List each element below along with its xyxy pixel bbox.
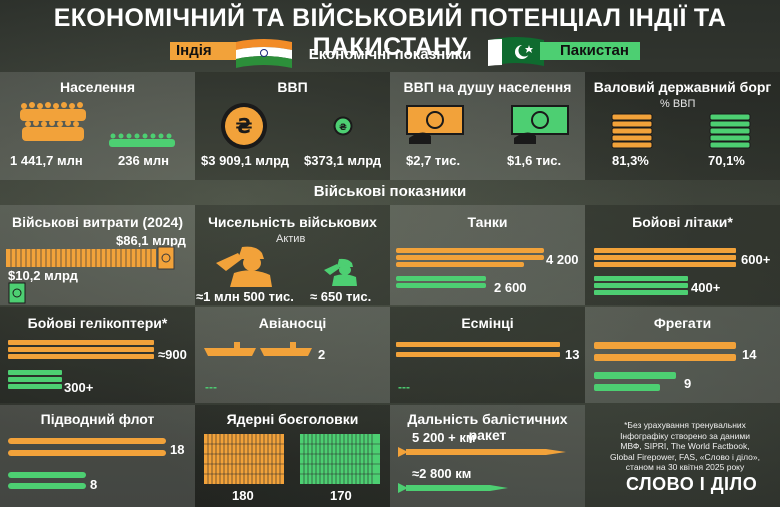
- pakistan-frigates-icon: [594, 372, 676, 391]
- india-carriers-value: 2: [318, 347, 326, 362]
- pakistan-fighters-value: 400+: [691, 280, 721, 295]
- pakistan-gdp-value: $373,1 млрд: [304, 153, 382, 168]
- footnote-line-3: МВФ, SIPRI, The World Factbook,: [620, 441, 750, 451]
- india-money-stack-icon: [6, 246, 175, 270]
- destroyers-label: Есмінці: [461, 315, 514, 331]
- india-helicopters-icon: [8, 340, 154, 359]
- nukes-label: Ядерні боєголовки: [226, 411, 359, 427]
- pakistan-banknote-icon: [511, 105, 569, 144]
- india-helicopters-value: ≈900: [158, 347, 187, 362]
- pakistan-debt-value: 70,1%: [708, 153, 745, 168]
- personnel-panel: [195, 205, 390, 305]
- helicopters-label: Бойові гелікоптери*: [27, 315, 168, 331]
- footnote-line-5: станом на 30 квітня 2025 року: [625, 462, 745, 472]
- pakistan-soldier-icon: [324, 258, 357, 286]
- population-panel: [0, 72, 195, 180]
- india-gdp-value: $3 909,1 млрд: [201, 153, 289, 168]
- pakistan-frigates-value: 9: [684, 376, 692, 391]
- pakistan-submarines-icon: [8, 472, 86, 489]
- india-spending-value: $86,1 млрд: [116, 233, 186, 248]
- pakistan-debt-stack-icon: [709, 113, 751, 149]
- pakistan-fighters-icon: [594, 276, 688, 295]
- submarines-label: Підводний флот: [40, 411, 155, 427]
- logo: СЛОВО І ДІЛО: [626, 474, 758, 494]
- pakistan-tanks-value: 2 600: [494, 280, 527, 295]
- pakistan-helicopters-icon: [8, 370, 62, 389]
- svg-text:₴: ₴: [339, 123, 347, 133]
- gdp-label: ВВП: [277, 79, 308, 95]
- pakistan-tanks-icon: [396, 276, 486, 288]
- personnel-label: Чисельність військових: [208, 214, 377, 230]
- population-label: Населення: [59, 79, 136, 95]
- personnel-sub-label: Актив: [276, 233, 306, 245]
- india-missile-icon: [398, 447, 566, 457]
- india-population-value: 1 441,7 млн: [10, 153, 83, 168]
- pakistan-flag-icon: [488, 37, 544, 66]
- india-frigates-value: 14: [742, 347, 757, 362]
- frigates-label: Фрегати: [653, 315, 712, 331]
- gdp-per-capita-label: ВВП на душу населення: [403, 79, 572, 95]
- india-debt-value: 81,3%: [612, 153, 649, 168]
- pakistan-population-value: 236 млн: [118, 153, 170, 168]
- pakistan-warheads-icon: [300, 434, 380, 484]
- pakistan-header-label: Пакистан: [560, 42, 629, 59]
- india-personnel-value: ≈1 млн 500 тис.: [196, 289, 294, 304]
- missiles-label: Дальність балістичних ракет: [407, 411, 568, 443]
- india-coin-icon: ₴: [221, 103, 267, 149]
- military-section-title: Військові показники: [313, 183, 467, 200]
- footnote: *Без урахування тренувальних Інфографіку…: [600, 420, 770, 473]
- india-submarines-icon: [8, 438, 166, 456]
- india-header-band: [170, 42, 240, 60]
- pakistan-missile-value: ≈2 800 км: [412, 466, 472, 481]
- india-fighters-value: 600+: [741, 252, 771, 267]
- fighters-label: Бойові літаки*: [632, 214, 733, 230]
- pakistan-warheads-value: 170: [330, 488, 352, 503]
- india-frigates-icon: [594, 342, 736, 361]
- svg-text:₴: ₴: [235, 114, 252, 138]
- pakistan-crowd-icon: [109, 133, 175, 147]
- pakistan-spending-value: $10,2 млрд: [8, 268, 78, 283]
- footnote-line-2: Інфографіку створено за даними: [620, 430, 750, 441]
- carriers-label: Авіаносці: [258, 315, 327, 331]
- india-submarines-value: 18: [170, 442, 185, 457]
- india-warheads-value: 180: [232, 488, 254, 503]
- india-destroyers-value: 13: [565, 347, 580, 362]
- india-debt-stack-icon: [611, 113, 653, 149]
- pakistan-destroyers-value: ---: [398, 380, 410, 394]
- india-fighters-icon: [594, 248, 736, 267]
- india-tanks-icon: [396, 248, 544, 267]
- pakistan-money-stack-icon: [8, 282, 26, 304]
- india-header-label: Індія: [176, 42, 212, 59]
- footnote-line-1: *Без урахування тренувальних: [624, 420, 746, 430]
- tanks-label: Танки: [467, 214, 508, 230]
- india-flag-icon: [236, 39, 292, 68]
- india-missile-value: 5 200 + км: [412, 430, 476, 445]
- pakistan-personnel-value: ≈ 650 тис.: [310, 289, 372, 304]
- india-carriers-icon: [204, 342, 312, 356]
- india-soldier-icon: [216, 246, 272, 287]
- debt-unit: % ВВП: [660, 98, 696, 110]
- spending-label: Військові витрати (2024): [12, 214, 183, 230]
- india-tanks-value: 4 200: [546, 252, 579, 267]
- footnote-line-4: Global Firepower, FAS, «Слово і діло»,: [610, 451, 760, 462]
- page-title: ЕКОНОМІЧНИЙ ТА ВІЙСЬКОВИЙ ПОТЕНЦІАЛ ІНДІ…: [53, 4, 727, 61]
- india-destroyers-icon: [396, 342, 560, 357]
- pakistan-missile-icon: [398, 483, 508, 493]
- india-gdp-per-capita-value: $2,7 тис.: [406, 153, 461, 168]
- india-banknote-icon: [406, 105, 464, 144]
- pakistan-carriers-value: ---: [205, 380, 217, 394]
- pakistan-gdp-per-capita-value: $1,6 тис.: [507, 153, 562, 168]
- pakistan-coin-icon: ₴: [333, 116, 353, 136]
- pakistan-header-band: [540, 42, 640, 60]
- pakistan-helicopters-value: 300+: [64, 380, 94, 395]
- india-warheads-icon: [204, 434, 284, 484]
- india-crowd-icon: [20, 102, 86, 141]
- pakistan-submarines-value: 8: [90, 477, 98, 492]
- debt-label: Валовий державний борг: [593, 79, 772, 95]
- economic-section-title: Економічні показники: [308, 46, 472, 63]
